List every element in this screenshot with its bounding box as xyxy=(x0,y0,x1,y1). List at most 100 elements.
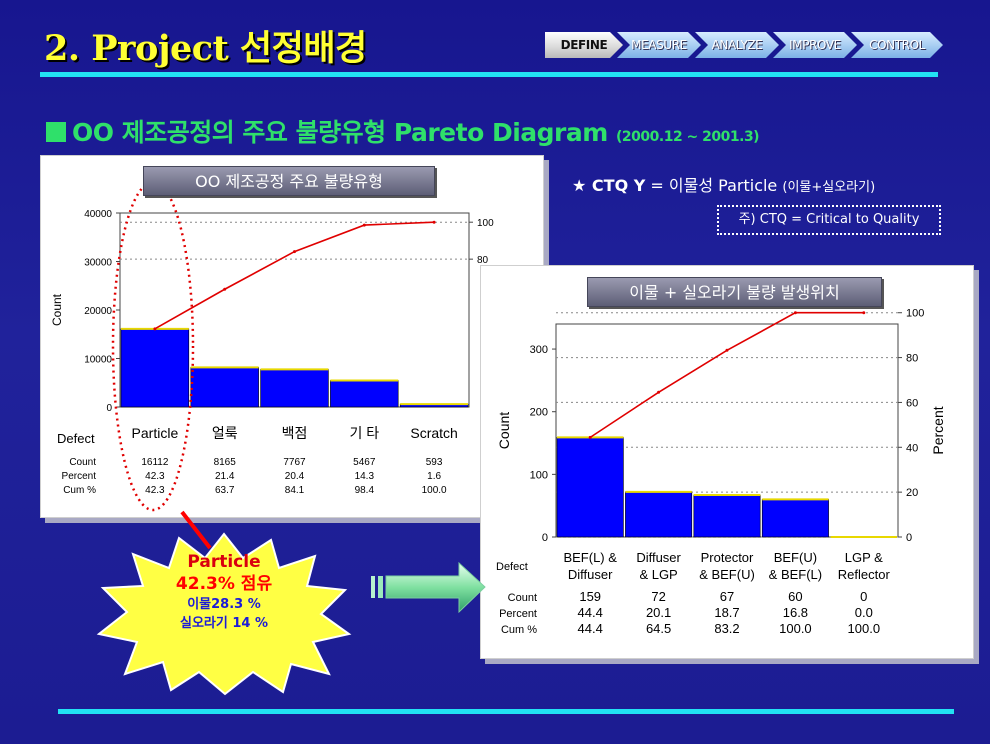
chart1-table-value: 42.3 xyxy=(145,485,165,496)
chart2-table-value: 44.4 xyxy=(578,605,603,620)
chart1-category-label: 백점 xyxy=(282,425,308,441)
chart2-table-value: 83.2 xyxy=(714,621,739,636)
chart1-category-label: 기 타 xyxy=(349,425,379,441)
subtitle-date: (2000.12 ~ 2001.3) xyxy=(616,129,760,145)
chart1-table-value: 14.3 xyxy=(355,471,375,482)
chart1-y2-tick-label: 80 xyxy=(477,255,489,266)
chart1-defect-row-label: Defect xyxy=(57,431,95,446)
chart2-y-tick-label: 100 xyxy=(530,469,548,481)
chart1-y-axis-label: Count xyxy=(50,293,64,326)
chart2-defect-row-label: Defect xyxy=(496,561,528,573)
phase-navigation: DEFINE MEASURE ANALYZE IMPROVE CONTROL xyxy=(545,32,945,58)
chart2-y2-tick-label: 40 xyxy=(906,442,918,454)
chart2-title: 이물 + 실오라기 불량 발생위치 xyxy=(587,277,882,307)
chart2-category-label: Reflector xyxy=(838,567,891,582)
chart1-table-value: 8165 xyxy=(214,457,237,468)
chart2-bar xyxy=(625,491,693,538)
chart2-y-tick-label: 0 xyxy=(542,532,548,544)
chart1-y2-tick-label: 100 xyxy=(477,218,494,229)
chart1-y-tick-label: 40000 xyxy=(84,209,112,220)
title-underline xyxy=(40,72,938,77)
phase-measure[interactable]: MEASURE xyxy=(617,32,701,58)
chart2-table-value: 100.0 xyxy=(848,621,881,636)
chart1-table-value: 7767 xyxy=(283,457,306,468)
callout-text: Particle 42.3% 점유 이물28.3 % 실오라기 14 % xyxy=(93,551,355,633)
ctq-detail: (이물+실오라기) xyxy=(782,180,876,195)
chart1-row-label-count: Count xyxy=(69,457,96,468)
callout-line3: 이물28.3 % xyxy=(187,597,261,612)
chart2-bar xyxy=(761,499,829,538)
chart1-highlight-ellipse xyxy=(111,180,195,512)
chart1-cumulative-point xyxy=(362,223,366,227)
chart1-row-label-percent: Percent xyxy=(62,471,97,482)
section-subtitle: OO 제조공정의 주요 불량유형 Pareto Diagram (2000.12… xyxy=(46,113,760,149)
chart2-table-value: 18.7 xyxy=(714,605,739,620)
chart2-cumulative-line xyxy=(589,311,864,439)
chart2-table-value: 67 xyxy=(720,589,734,604)
chart1-y-tick-label: 0 xyxy=(106,403,112,414)
callout-line4: 실오라기 14 % xyxy=(179,616,268,631)
chart1-title: OO 제조공정 주요 불량유형 xyxy=(143,166,435,196)
phase-improve[interactable]: IMPROVE xyxy=(773,32,857,58)
chart2-category-label: LGP & xyxy=(845,550,883,565)
chart2-table-value: 44.4 xyxy=(578,621,603,636)
chart1-cumulative-point xyxy=(153,327,157,331)
chart1-cumulative-point xyxy=(293,250,296,254)
phase-analyze[interactable]: ANALYZE xyxy=(695,32,779,58)
chart2-y2-tick-label: 0 xyxy=(906,532,912,544)
chart2-cumulative-point xyxy=(657,390,661,394)
pareto-chart-defect-types: 0 10000 20000 30000 40000 80 100 Count Particle 얼… xyxy=(50,180,494,512)
callout-line2: 42.3% 점유 xyxy=(175,574,273,594)
phase-control[interactable]: CONTROL xyxy=(851,32,943,58)
chart2-y2-tick-label: 60 xyxy=(906,397,918,409)
chart2-category-label: Diffuser xyxy=(636,550,681,565)
chart2-cumulative-point xyxy=(862,311,866,315)
chart2-bar xyxy=(556,437,624,538)
chart1-y-tick-label: 10000 xyxy=(84,355,112,366)
chart2-y2-tick-label: 20 xyxy=(906,487,918,499)
chart1-table-value: 20.4 xyxy=(285,471,305,482)
chart1-table-value: 98.4 xyxy=(355,485,375,496)
chart1-category-label: Particle xyxy=(132,425,179,441)
chart2-y-axis-label: Count xyxy=(496,412,512,449)
chart2-category-label: BEF(L) & xyxy=(563,550,617,565)
chart2-category-label: & BEF(L) xyxy=(769,567,822,582)
phase-define[interactable]: DEFINE xyxy=(545,32,623,58)
chart2-row-label-percent: Percent xyxy=(499,608,537,620)
ctq-value: = 이물성 Particle xyxy=(650,176,778,195)
chart1-table-value: 1.6 xyxy=(427,471,441,482)
chart2-category-label: & LGP xyxy=(639,567,677,582)
subtitle-text: OO 제조공정의 주요 불량유형 Pareto Diagram xyxy=(72,118,608,147)
chart2-bar xyxy=(693,494,761,538)
callout-burst xyxy=(96,532,352,696)
callout-line1: Particle xyxy=(187,552,261,572)
chart1-table-value: 5467 xyxy=(353,457,376,468)
chart2-table-value: 72 xyxy=(651,589,665,604)
chart2-category-label: BEF(U) xyxy=(774,550,817,565)
chart1-bar xyxy=(120,328,190,408)
chart1-y-tick-label: 20000 xyxy=(84,306,112,317)
chart2-cumulative-point xyxy=(588,435,592,439)
chart2-category-label: Diffuser xyxy=(568,567,613,582)
chart2-row-label-cum: Cum % xyxy=(501,624,537,636)
right-arrow-icon xyxy=(371,561,486,614)
chart1-bar xyxy=(330,380,399,408)
chart2-cumulative-point xyxy=(725,348,729,352)
ctq-label: ★ CTQ Y xyxy=(572,176,646,195)
chart1-table-value: 42.3 xyxy=(145,471,165,482)
chart2-table-value: 0 xyxy=(860,589,867,604)
chart1-cumulative-line xyxy=(154,221,435,330)
chart2-y2-tick-label: 80 xyxy=(906,353,918,365)
chart2-table-value: 16.8 xyxy=(783,605,808,620)
ctq-note: 주) CTQ = Critical to Quality xyxy=(717,205,941,235)
chart2-y-tick-label: 300 xyxy=(530,344,548,356)
chart2-category-label: Protector xyxy=(701,550,754,565)
chart1-y-tick-label: 30000 xyxy=(84,258,112,269)
chart2-cumulative-point xyxy=(793,311,797,315)
pareto-chart-location: 0 100 200 300 0 20 40 60 80 100 Count Percent BEF(L)… xyxy=(496,308,946,636)
chart2-table-value: 0.0 xyxy=(855,605,873,620)
slide-title: 2. Project 선정배경 xyxy=(44,28,367,69)
chart2-y2-axis-label: Percent xyxy=(930,406,946,454)
chart1-table-value: 84.1 xyxy=(285,485,305,496)
chart1-table-value: 63.7 xyxy=(215,485,235,496)
